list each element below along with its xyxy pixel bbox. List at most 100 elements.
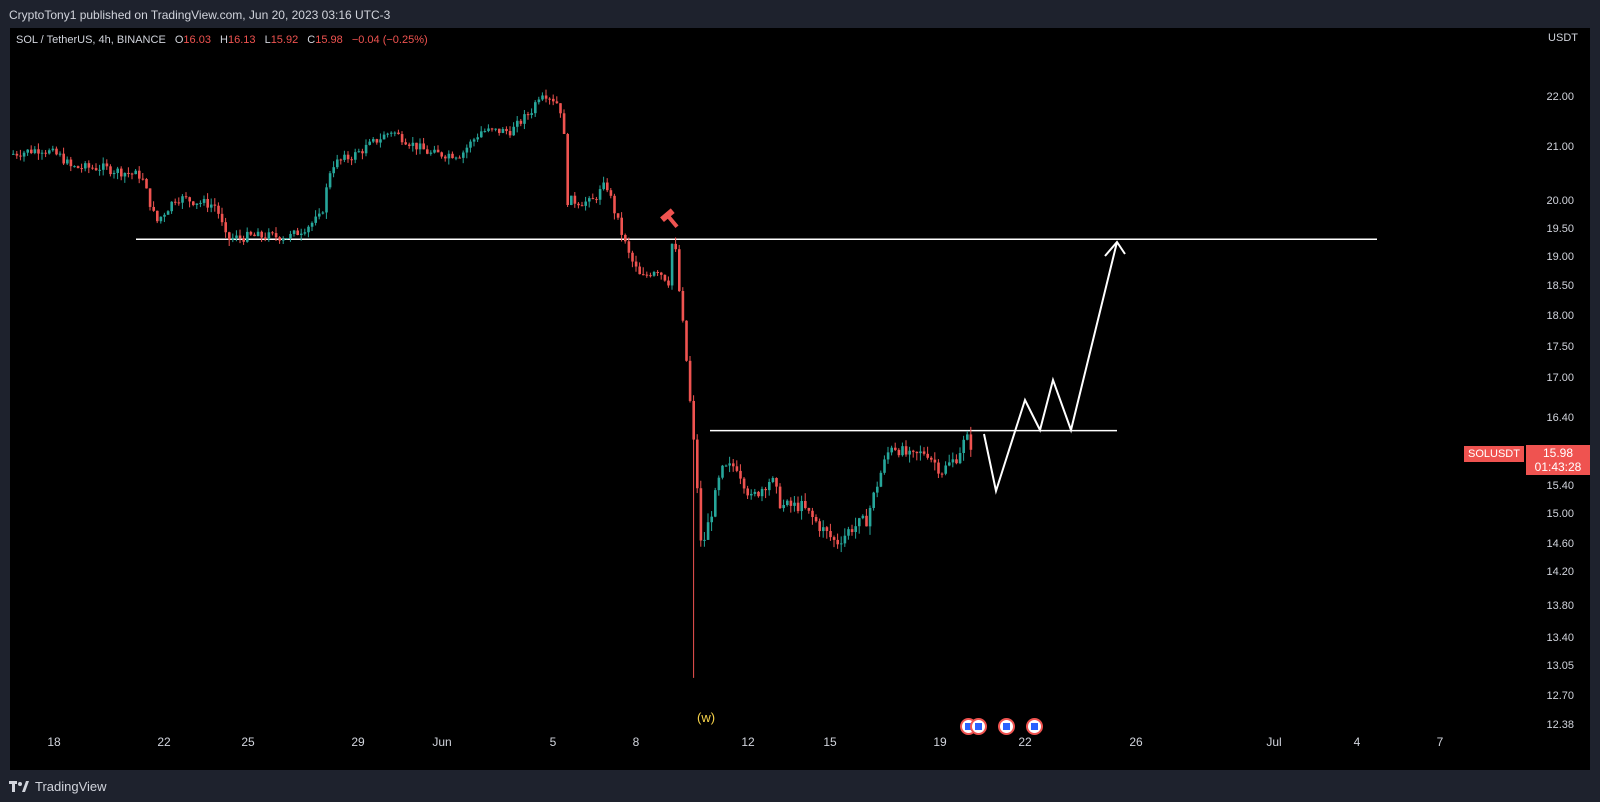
candle-body <box>638 266 641 275</box>
candle-body <box>595 199 598 201</box>
candle-body <box>508 131 512 136</box>
candle-body <box>292 230 296 234</box>
candle-body <box>940 473 944 475</box>
candle-body <box>94 168 98 171</box>
candle-body <box>84 163 87 169</box>
candle-body <box>462 152 465 158</box>
candle-body <box>130 173 134 175</box>
candle-body <box>566 134 569 206</box>
candle-body <box>368 141 371 145</box>
candle-body <box>382 134 386 140</box>
candle-body <box>814 517 818 522</box>
candle-body <box>120 168 123 177</box>
candle-body <box>307 226 310 233</box>
candle-body <box>861 515 865 519</box>
price-axis-label: 21.00 <box>1546 141 1574 153</box>
candle-body <box>616 213 620 218</box>
candle-body <box>602 182 605 190</box>
candle-body <box>458 157 461 159</box>
candle-body <box>440 152 443 157</box>
candle-body <box>444 156 447 159</box>
candle-body <box>764 488 767 491</box>
us-flag-icon[interactable] <box>970 718 987 735</box>
projection-path[interactable] <box>983 241 1118 495</box>
candle-body <box>386 133 389 135</box>
candle-body <box>206 198 209 208</box>
candle-body <box>494 128 497 130</box>
high-value: 16.13 <box>227 34 256 46</box>
tradingview-logo[interactable]: TradingView <box>9 779 107 794</box>
candle-body <box>267 232 271 240</box>
candle-body <box>238 235 242 239</box>
candle-body <box>271 232 274 234</box>
candle-body <box>332 167 335 174</box>
current-price: 15.98 <box>1542 446 1574 460</box>
candle-body <box>318 213 321 217</box>
candle-body <box>714 490 717 517</box>
candle-body <box>858 518 861 527</box>
candle-body <box>195 203 199 205</box>
chart-panel[interactable]: 22.00 21.00 20.00 19.50 19.00 18.50 18.00 17.50… <box>10 28 1590 770</box>
candle-body <box>483 131 487 133</box>
candle-body <box>580 205 584 207</box>
candle-body <box>429 152 433 154</box>
candle-body <box>559 103 562 114</box>
candle-body <box>12 153 15 155</box>
candle-body <box>832 537 836 540</box>
candle-body <box>537 99 541 103</box>
candle-body <box>274 233 278 238</box>
candle-body <box>469 141 472 148</box>
footer-bar: TradingView <box>0 770 1600 802</box>
price-axis-unit[interactable]: USDT <box>1548 32 1578 44</box>
candle-body <box>465 147 469 153</box>
time-axis-label: Jul <box>1266 735 1281 749</box>
candle-body <box>321 212 325 214</box>
candle-body <box>937 462 940 474</box>
candle-body <box>256 231 260 237</box>
candle-body <box>894 447 897 450</box>
candle-body <box>577 203 580 206</box>
time-axis-label: 22 <box>1018 735 1032 749</box>
candle-body <box>757 491 760 497</box>
candle-body <box>692 400 695 440</box>
candle-body <box>883 459 886 473</box>
price-axis-label: 14.60 <box>1546 538 1574 550</box>
candle-body <box>127 172 130 174</box>
candle-body <box>490 128 494 130</box>
candle-body <box>501 128 505 133</box>
price-chart[interactable]: 22.00 21.00 20.00 19.50 19.00 18.50 18.00 17.50… <box>10 28 1590 770</box>
us-flag-icon[interactable] <box>998 718 1015 735</box>
price-axis-label: 19.50 <box>1546 223 1574 235</box>
candle-body <box>354 152 357 160</box>
price-axis-label: 14.20 <box>1546 566 1574 578</box>
candle-body <box>674 243 677 250</box>
high-label: H <box>220 34 228 46</box>
candle-body <box>134 170 137 175</box>
time-axis-label: 22 <box>157 735 171 749</box>
candle-body <box>606 182 609 191</box>
candle-body <box>282 238 285 241</box>
candle-body <box>372 139 375 142</box>
candle-body <box>418 143 422 150</box>
candle-body <box>397 132 400 135</box>
candle-body <box>897 449 901 456</box>
candle-body <box>631 252 634 262</box>
candle-body <box>411 142 415 146</box>
us-flag-icon[interactable] <box>1026 718 1043 735</box>
candle-body <box>55 148 58 155</box>
candle-body <box>516 120 519 127</box>
candle-body <box>872 492 875 508</box>
candle-body <box>220 213 224 223</box>
candle-body <box>303 232 307 234</box>
candle-body <box>836 539 839 545</box>
candle-body <box>69 159 73 167</box>
candle-body <box>51 148 55 151</box>
candle-body <box>361 151 364 154</box>
candle-body <box>642 274 645 276</box>
time-axis-label: 25 <box>241 735 255 749</box>
candle-body <box>703 539 706 541</box>
candle-body <box>753 491 757 494</box>
symbol-title[interactable]: SOL / TetherUS, 4h, BINANCE <box>16 34 166 46</box>
candle-body <box>930 457 933 460</box>
candle-body <box>955 459 958 464</box>
